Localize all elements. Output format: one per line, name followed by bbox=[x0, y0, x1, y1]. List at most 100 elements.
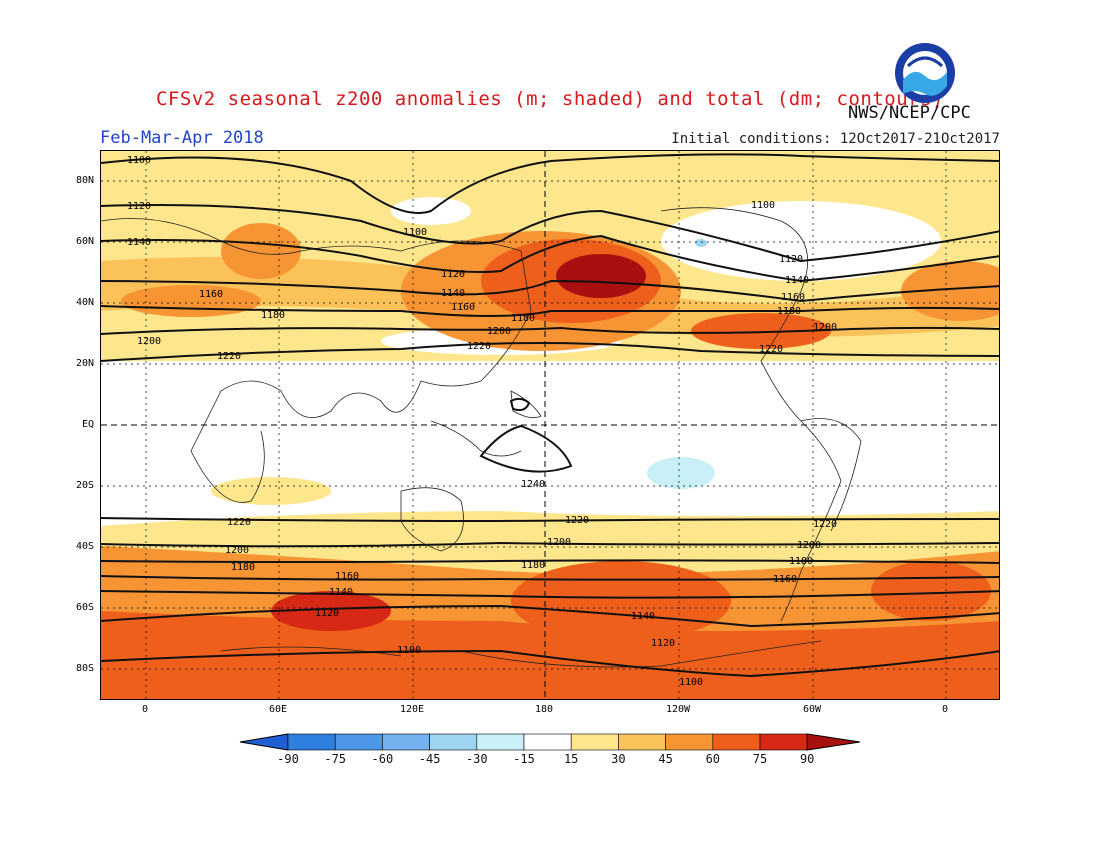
contour-label-1180: 1180 bbox=[521, 560, 545, 571]
negative-anomaly-canada bbox=[695, 239, 707, 247]
contour-label-1200: 1200 bbox=[487, 326, 511, 337]
colorbar bbox=[239, 733, 861, 751]
colorbar-arrow-low bbox=[239, 733, 289, 751]
lat-label-20n: 20N bbox=[75, 358, 94, 369]
colorbar-swatch bbox=[618, 733, 666, 751]
contour-labels: 1100 1100 1100 1120 1120 1120 1140 1140 … bbox=[127, 155, 837, 688]
contour-label-1100: 1100 bbox=[397, 645, 421, 656]
colorbar-tick-label: 45 bbox=[658, 752, 673, 766]
lon-label-120w: 120W bbox=[665, 704, 691, 715]
lat-label-80n: 80N bbox=[75, 175, 94, 186]
colorbar-swatch bbox=[287, 733, 336, 751]
anomaly-south-indian bbox=[271, 591, 391, 631]
lat-label-40s: 40S bbox=[75, 541, 94, 552]
contour-label-1100: 1100 bbox=[127, 155, 151, 166]
lon-label-60w: 60W bbox=[802, 704, 822, 715]
sh-band-75 bbox=[101, 611, 999, 699]
negative-anomaly-south-pacific bbox=[647, 457, 715, 489]
contour-lines-north bbox=[101, 153, 999, 362]
colorbar-tick-label: -60 bbox=[371, 752, 394, 766]
nh-white-patch-na bbox=[661, 201, 941, 281]
colorbar-tick-label: 75 bbox=[752, 752, 768, 766]
lat-label-80s: 80S bbox=[75, 663, 94, 674]
colorbar-arrow-high bbox=[806, 733, 861, 751]
contour-lines-south bbox=[101, 397, 999, 678]
initial-conditions-label: Initial conditions: 12Oct2017-21Oct2017 bbox=[671, 131, 1000, 147]
colorbar-swatches bbox=[239, 733, 861, 751]
contour-label-1200: 1200 bbox=[813, 322, 837, 333]
contour-label-1180: 1180 bbox=[789, 556, 813, 567]
contour-label-1200: 1200 bbox=[547, 537, 571, 548]
anomaly-europe bbox=[121, 285, 261, 317]
contour-label-1200: 1200 bbox=[797, 540, 821, 551]
lon-label-0: 0 bbox=[141, 704, 149, 715]
tropics-white bbox=[101, 361, 999, 471]
colorbar-tick-label: -90 bbox=[277, 752, 299, 766]
noaa-logo-icon bbox=[895, 43, 955, 103]
contour-label-1120: 1120 bbox=[441, 269, 465, 280]
contour-label-1100: 1100 bbox=[679, 677, 703, 688]
contour-label-1180: 1180 bbox=[511, 313, 535, 324]
lon-label-120e: 120E bbox=[399, 704, 425, 715]
colorbar-tick-label: 30 bbox=[611, 752, 626, 766]
lat-label-60s: 60S bbox=[75, 602, 94, 613]
contour-label-1220: 1220 bbox=[759, 344, 783, 355]
anomaly-us bbox=[691, 313, 831, 349]
agency-label: NWS/NCEP/CPC bbox=[848, 103, 971, 123]
contour-label-1220: 1220 bbox=[467, 341, 491, 352]
contour-label-1220: 1220 bbox=[217, 351, 241, 362]
contour-label-1140: 1140 bbox=[631, 611, 655, 622]
colorbar-tick-label: 90 bbox=[799, 752, 815, 766]
colorbar-swatch bbox=[665, 733, 714, 751]
contour-label-1180: 1180 bbox=[231, 562, 255, 573]
anomaly-map: 1100 1100 1100 1120 1120 1120 1140 1140 … bbox=[100, 150, 1000, 700]
contour-label-1160: 1160 bbox=[451, 302, 475, 313]
lat-label-20s: 20S bbox=[75, 480, 94, 491]
lon-label-0-east: 0 bbox=[941, 704, 949, 715]
contour-label-1100: 1100 bbox=[751, 200, 775, 211]
colorbar-swatch bbox=[523, 733, 572, 751]
lat-label-eq: EQ bbox=[81, 419, 94, 430]
lon-label-180: 180 bbox=[534, 704, 554, 715]
colorbar-tick-label: -45 bbox=[418, 752, 441, 766]
anomaly-atlantic bbox=[901, 261, 999, 321]
colorbar-tick-label: -15 bbox=[513, 752, 535, 766]
contour-label-1220: 1220 bbox=[565, 515, 589, 526]
colorbar-swatch bbox=[712, 733, 761, 751]
contour-label-1140: 1140 bbox=[785, 275, 809, 286]
colorbar-tick-label: 15 bbox=[563, 752, 579, 766]
colorbar-swatch bbox=[759, 733, 808, 751]
contour-label-1140: 1140 bbox=[329, 587, 353, 598]
lat-label-40n: 40N bbox=[75, 297, 94, 308]
contour-label-1120: 1120 bbox=[315, 608, 339, 619]
colorbar-tick-label: 60 bbox=[705, 752, 721, 766]
anomaly-west-eurasia bbox=[221, 223, 301, 279]
contour-label-1160: 1160 bbox=[335, 571, 359, 582]
colorbar-swatch bbox=[382, 733, 430, 751]
contour-label-1140: 1140 bbox=[441, 288, 465, 299]
colorbar-swatch bbox=[570, 733, 619, 751]
contour-label-1100: 1100 bbox=[403, 227, 427, 238]
contour-label-1120: 1120 bbox=[127, 201, 151, 212]
colorbar-swatch bbox=[429, 733, 478, 751]
sh-light-patch bbox=[211, 477, 331, 505]
colorbar-swatch bbox=[476, 733, 525, 751]
contour-label-1220: 1220 bbox=[813, 519, 837, 530]
contour-label-1220: 1220 bbox=[227, 517, 251, 528]
anomaly-pacific-n-90 bbox=[556, 254, 646, 298]
lon-label-60e: 60E bbox=[268, 704, 288, 715]
contour-label-1180: 1180 bbox=[261, 310, 285, 321]
contour-label-1140: 1140 bbox=[127, 237, 151, 248]
colorbar-tick-label: -75 bbox=[324, 752, 347, 766]
anomaly-south-pacific bbox=[511, 561, 731, 641]
anomaly-south-atlantic bbox=[871, 561, 991, 621]
contour-label-1200: 1200 bbox=[225, 545, 249, 556]
contour-label-1160: 1160 bbox=[199, 289, 223, 300]
contour-label-1240: 1240 bbox=[521, 479, 545, 490]
lat-label-60n: 60N bbox=[75, 236, 94, 247]
contour-label-1200: 1200 bbox=[137, 336, 161, 347]
contour-label-1160: 1160 bbox=[781, 292, 805, 303]
contour-label-1120: 1120 bbox=[651, 638, 675, 649]
contour-label-1160: 1160 bbox=[773, 574, 797, 585]
colorbar-tick-label: -30 bbox=[465, 752, 488, 766]
